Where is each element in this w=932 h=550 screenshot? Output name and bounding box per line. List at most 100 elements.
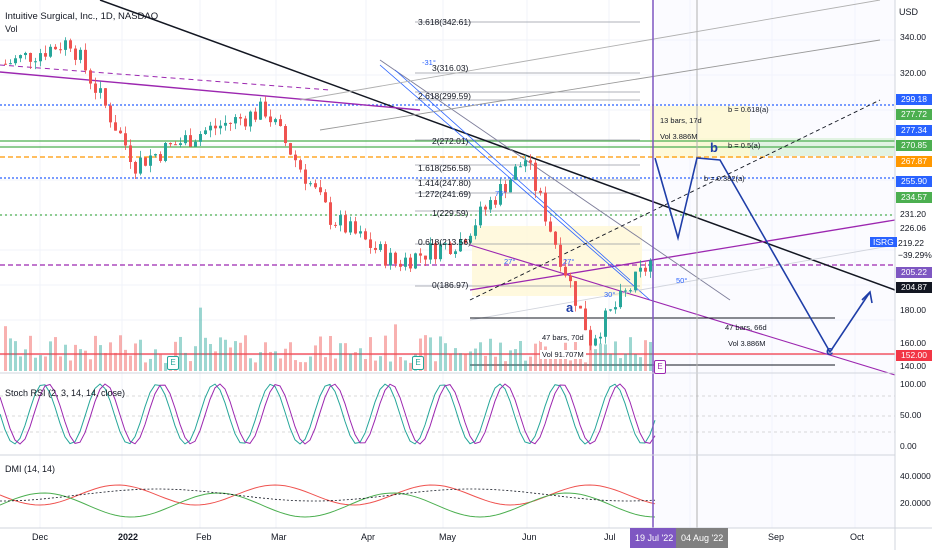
candle-body <box>444 243 447 245</box>
candle-body <box>154 154 157 156</box>
angle-label: 27° <box>504 257 516 266</box>
stoch-tick: 0.00 <box>900 441 917 451</box>
volume-bar <box>634 354 637 371</box>
candle-body <box>429 243 432 260</box>
volume-bar <box>124 349 127 371</box>
candle-body <box>39 53 42 62</box>
time-label: Jul <box>604 532 616 542</box>
candle-body <box>164 142 167 161</box>
price-tag: 299.18 <box>896 94 932 105</box>
candle-body <box>529 160 532 163</box>
candle-body <box>339 215 342 226</box>
volume-bar <box>179 336 182 371</box>
price-tick: 231.20 <box>900 209 926 219</box>
volume-bar <box>144 362 147 371</box>
dmi-minus-line <box>0 492 656 518</box>
candle-body <box>264 101 267 117</box>
volume-bar <box>269 351 272 371</box>
candle-body <box>579 305 582 309</box>
volume-bar <box>644 340 647 371</box>
volume-bar <box>319 336 322 371</box>
volume-bar <box>519 340 522 371</box>
candle-body <box>34 61 37 63</box>
candle-body <box>314 183 317 188</box>
earnings-badge[interactable]: E <box>412 356 424 370</box>
price-tag: 152.00 <box>896 350 932 361</box>
future-date-chip[interactable]: 04 Aug '22 <box>676 528 729 548</box>
volume-bar <box>289 342 292 371</box>
chart-title: Intuitive Surgical, Inc., 1D, NASDAQ <box>5 11 159 22</box>
candle-body <box>619 290 622 308</box>
volume-bar <box>244 335 247 371</box>
candle-body <box>424 255 427 260</box>
fib-level-label: 3.618(342.61) <box>418 17 471 27</box>
volume-bar <box>579 357 582 371</box>
candle-body <box>554 231 557 245</box>
candle-body <box>534 162 537 191</box>
volume-bar <box>639 357 642 371</box>
candle-body <box>224 122 227 126</box>
candle-body <box>419 253 422 256</box>
candle-body <box>24 52 27 56</box>
volume-bar <box>399 356 402 371</box>
candle-body <box>414 253 417 269</box>
stoch-rsi-pane <box>0 383 895 445</box>
volume-bar <box>234 341 237 371</box>
candle-body <box>244 118 247 127</box>
volume-bar <box>29 335 32 371</box>
volume-bar <box>339 343 342 371</box>
candle-body <box>524 160 527 167</box>
fib-level-label: 1.414(247.80) <box>418 178 471 188</box>
volume-bar <box>379 356 382 371</box>
candle-body <box>4 63 7 65</box>
volume-bar <box>74 344 77 371</box>
volume-bar <box>589 329 592 371</box>
volume-bar <box>199 307 202 371</box>
candle-body <box>169 142 172 145</box>
candle-body <box>504 184 507 193</box>
candle-body <box>514 166 517 180</box>
candle-body <box>219 125 222 129</box>
candle-body <box>369 239 372 248</box>
time-label: Feb <box>196 532 212 542</box>
price-tick: 140.00 <box>900 361 926 371</box>
volume-mid: Vol 3.886M <box>728 339 766 348</box>
price-tick: 160.00 <box>900 338 926 348</box>
candle-body <box>74 48 77 60</box>
volume-bar <box>404 360 407 371</box>
price-tick: 226.06 <box>900 223 926 233</box>
candle-body <box>29 52 32 62</box>
candle-body <box>494 200 497 205</box>
volume-bar <box>49 341 52 371</box>
volume-bar <box>249 358 252 371</box>
earnings-badge[interactable]: E <box>654 360 666 374</box>
trend-lines <box>0 0 896 376</box>
price-tag: 277.34 <box>896 125 932 136</box>
candle-body <box>194 141 197 147</box>
trend-line <box>299 0 881 101</box>
volume-bar <box>259 352 262 371</box>
current-date-chip[interactable]: 19 Jul '22 <box>630 528 679 548</box>
candle-body <box>79 49 82 60</box>
volume-bar <box>104 352 107 371</box>
candle-body <box>589 330 592 346</box>
volume-bar <box>584 362 587 371</box>
candle-body <box>354 221 357 234</box>
volume-bar <box>149 358 152 371</box>
candle-body <box>109 105 112 123</box>
volume-bar <box>9 338 12 371</box>
volume-bar <box>554 356 557 371</box>
time-label: May <box>439 532 457 542</box>
candle-body <box>199 134 202 142</box>
volume-bar <box>619 358 622 371</box>
trend-line <box>379 64 651 301</box>
price-tag: 277.72 <box>896 109 932 120</box>
volume-bar <box>349 353 352 371</box>
earnings-badge[interactable]: E <box>167 356 179 370</box>
candle-body <box>204 130 207 135</box>
volume-bar <box>209 344 212 371</box>
volume-bar <box>219 337 222 371</box>
volume-bar <box>479 342 482 371</box>
volume-bar <box>194 346 197 371</box>
